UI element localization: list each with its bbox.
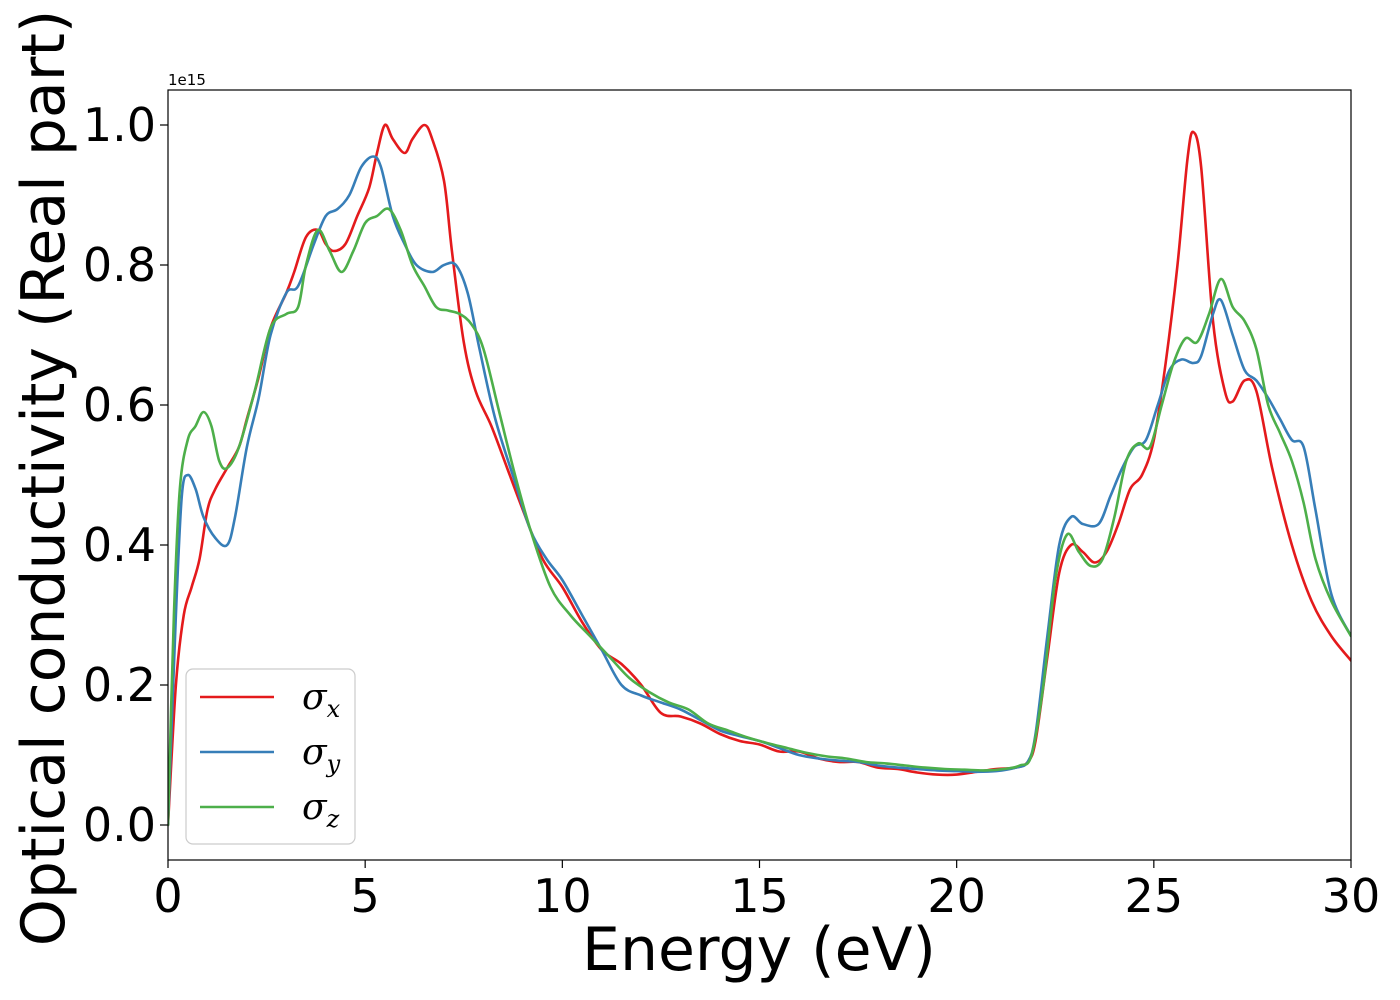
x-axis-ticks: 0 5 10 15 20 25 30 bbox=[153, 860, 1380, 923]
x-tick-label: 5 bbox=[351, 869, 380, 923]
legend-label-x: σx bbox=[302, 677, 341, 723]
series-layer bbox=[168, 123, 1351, 827]
x-axis-title: Energy (eV) bbox=[582, 915, 936, 985]
series-line-z bbox=[168, 207, 1351, 827]
x-tick-label: 10 bbox=[533, 869, 592, 923]
y-offset-label: 1e15 bbox=[168, 71, 206, 89]
y-tick-label: 1.0 bbox=[83, 98, 156, 152]
legend-label-z: σz bbox=[302, 787, 340, 833]
y-tick-label: 0.6 bbox=[83, 378, 156, 432]
x-tick-label: 20 bbox=[927, 869, 986, 923]
series-line-y bbox=[168, 155, 1351, 827]
x-tick-label: 15 bbox=[730, 869, 789, 923]
legend: σx σy σz bbox=[185, 668, 356, 845]
y-tick-label: 0.2 bbox=[83, 658, 156, 712]
y-tick-label: 0.4 bbox=[83, 518, 156, 572]
y-axis-ticks: 0.0 0.2 0.4 0.6 0.8 1.0 bbox=[83, 98, 168, 852]
legend-frame bbox=[185, 668, 356, 845]
x-tick-label: 0 bbox=[153, 869, 182, 923]
y-tick-label: 0.0 bbox=[83, 798, 156, 852]
y-axis-title: Optical conductivity (Real part) bbox=[9, 10, 79, 947]
series-line-x bbox=[168, 123, 1351, 827]
legend-label-y: σy bbox=[302, 732, 341, 778]
x-tick-label: 30 bbox=[1322, 869, 1381, 923]
y-tick-label: 0.8 bbox=[83, 238, 156, 292]
x-tick-label: 25 bbox=[1125, 869, 1184, 923]
